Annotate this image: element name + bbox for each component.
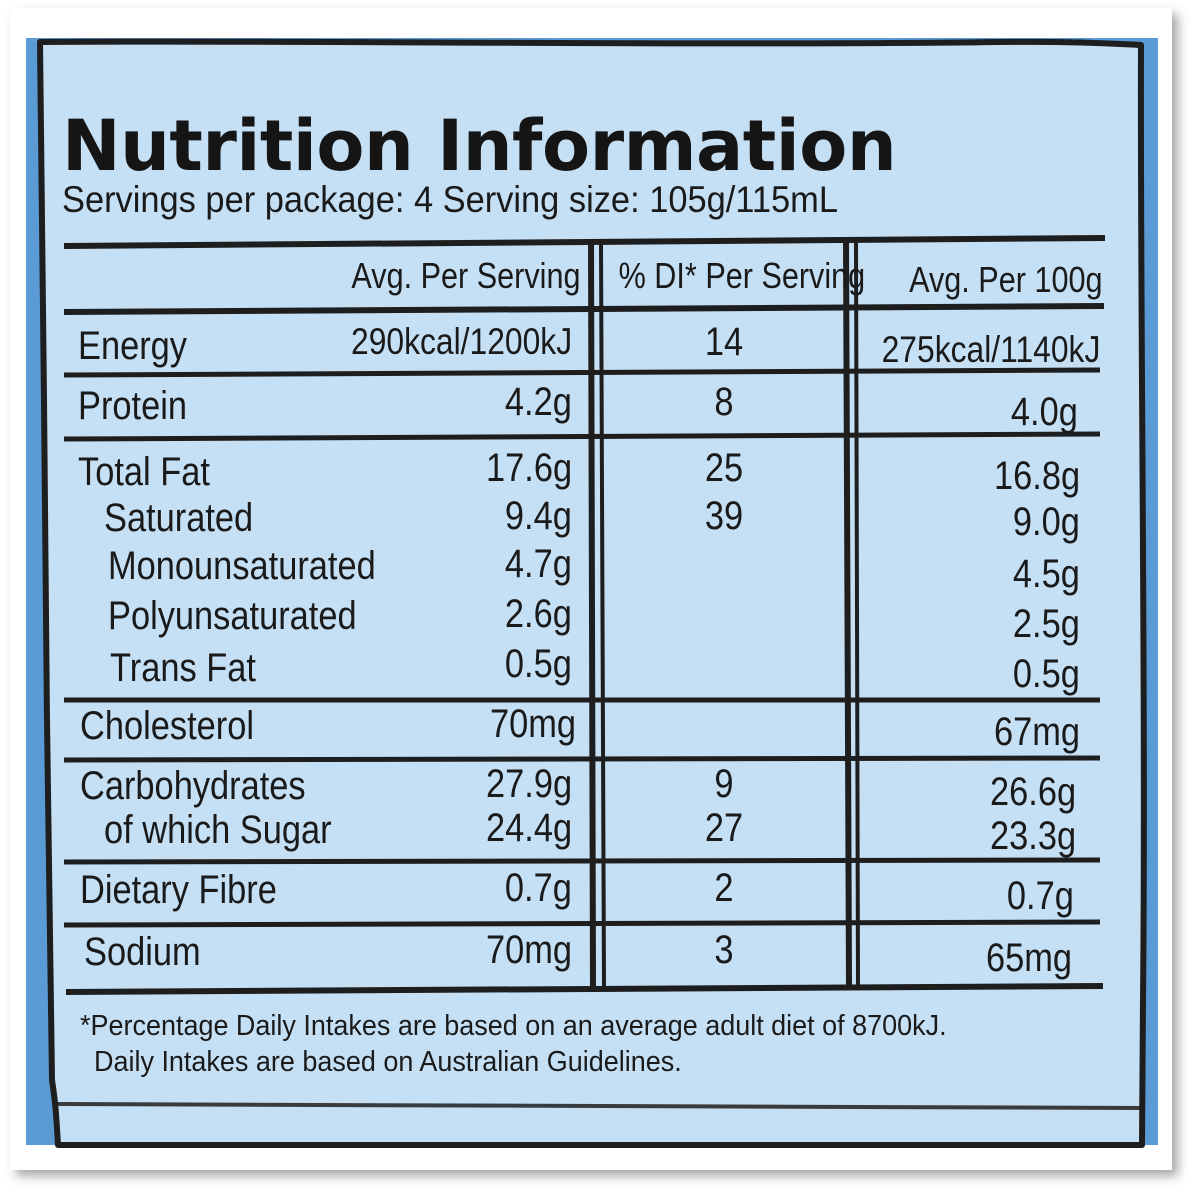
- row-label-cholesterol: Cholesterol: [80, 704, 255, 748]
- trans-per-100g: 0.5g: [1013, 652, 1080, 696]
- lower-box-rule: [57, 1102, 1143, 1110]
- footnote-line-2: Daily Intakes are based on Australian Gu…: [94, 1046, 682, 1078]
- mono-per-100g: 4.5g: [1013, 552, 1080, 596]
- sugar-per-100g: 23.3g: [989, 814, 1076, 858]
- row-label-saturated: Saturated: [104, 496, 254, 540]
- header-rule: [63, 303, 1105, 315]
- column-divider-1: [588, 239, 596, 991]
- protein-per-serving: 4.2g: [505, 380, 572, 424]
- sodium-per-100g: 65mg: [985, 936, 1072, 980]
- energy-di: 14: [704, 320, 744, 364]
- cholesterol-per-100g: 67mg: [993, 710, 1080, 754]
- poly-per-100g: 2.5g: [1013, 602, 1080, 646]
- total-fat-di: 25: [704, 446, 744, 490]
- saturated-per-serving: 9.4g: [505, 494, 572, 538]
- column-divider-2: [599, 241, 606, 991]
- trans-per-serving: 0.5g: [505, 642, 572, 686]
- row-label-carbohydrates: Carbohydrates: [80, 764, 306, 808]
- column-divider-3: [843, 237, 852, 989]
- carbohydrates-per-100g: 26.6g: [989, 770, 1076, 814]
- header-per-100g: Avg. Per 100g: [908, 259, 1102, 300]
- row-rule-cholesterol: [63, 755, 1101, 763]
- total-fat-per-serving: 17.6g: [485, 446, 572, 490]
- carbohydrates-per-serving: 27.9g: [485, 762, 572, 806]
- sugar-di: 27: [704, 806, 744, 850]
- fibre-di: 2: [714, 866, 734, 910]
- row-label-polyunsaturated: Polyunsaturated: [108, 594, 357, 638]
- carbohydrates-di: 9: [714, 762, 734, 806]
- fibre-per-serving: 0.7g: [505, 866, 572, 910]
- sodium-di: 3: [714, 928, 734, 972]
- column-divider-4: [854, 239, 860, 989]
- row-label-trans-fat: Trans Fat: [110, 646, 256, 690]
- total-fat-per-100g: 16.8g: [993, 454, 1080, 498]
- row-label-energy: Energy: [78, 324, 188, 368]
- row-label-sugar: of which Sugar: [104, 808, 332, 852]
- protein-per-100g: 4.0g: [1011, 390, 1078, 434]
- footnote-line-1: *Percentage Daily Intakes are based on a…: [80, 1010, 947, 1042]
- fibre-per-100g: 0.7g: [1007, 874, 1074, 918]
- energy-per-100g: 275kcal/1140kJ: [881, 329, 1100, 370]
- row-label-sodium: Sodium: [84, 930, 201, 974]
- poly-per-serving: 2.6g: [505, 592, 572, 636]
- table-bottom-rule: [65, 983, 1104, 995]
- row-rule-protein: [63, 431, 1101, 442]
- sugar-per-serving: 24.4g: [485, 806, 572, 850]
- row-rule-fibre: [63, 919, 1101, 928]
- header-per-serving: Avg. Per Serving: [350, 255, 580, 296]
- row-label-total-fat: Total Fat: [78, 450, 210, 494]
- saturated-per-100g: 9.0g: [1013, 500, 1080, 544]
- saturated-di: 39: [704, 494, 744, 538]
- protein-di: 8: [714, 380, 734, 424]
- serving-info: Servings per package: 4 Serving size: 10…: [62, 179, 838, 220]
- panel-title: Nutrition Information: [62, 105, 897, 187]
- row-label-dietary-fibre: Dietary Fibre: [80, 868, 277, 912]
- mono-per-serving: 4.7g: [505, 542, 572, 586]
- sodium-per-serving: 70mg: [485, 928, 572, 972]
- row-rule-carbs: [63, 857, 1101, 865]
- row-rule-energy: [63, 367, 1101, 378]
- row-label-protein: Protein: [78, 384, 188, 428]
- energy-per-serving: 290kcal/1200kJ: [350, 321, 572, 362]
- table-top-rule: [63, 235, 1106, 249]
- cholesterol-per-serving: 70mg: [489, 702, 576, 746]
- header-di-per-serving: % DI* Per Serving: [618, 255, 866, 296]
- row-label-monounsaturated: Monounsaturated: [108, 544, 376, 588]
